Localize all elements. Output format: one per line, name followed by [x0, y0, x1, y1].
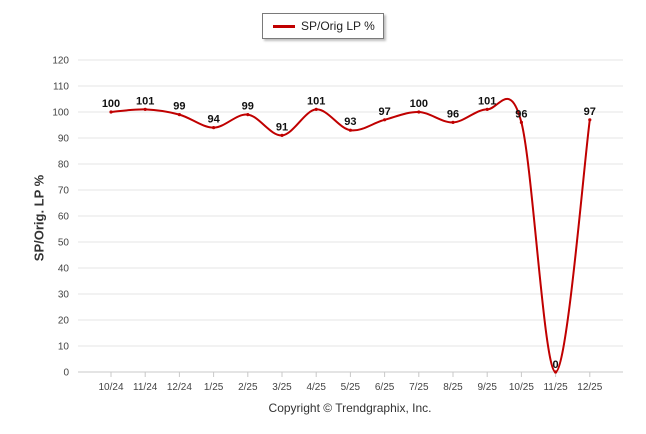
- y-tick-label: 0: [63, 368, 69, 379]
- data-label: 94: [207, 114, 220, 126]
- x-tick-label: 10/25: [509, 382, 534, 393]
- data-point: [280, 133, 284, 137]
- data-point: [519, 120, 524, 124]
- data-label: 101: [478, 95, 496, 107]
- legend-label: SP/Orig LP %: [301, 19, 375, 33]
- data-point: [212, 126, 216, 130]
- data-point: [314, 107, 318, 111]
- data-point: [451, 120, 455, 124]
- legend-swatch: [273, 25, 295, 28]
- y-tick-label: 20: [58, 316, 70, 327]
- data-label: 100: [102, 98, 120, 110]
- data-label: 96: [515, 108, 527, 120]
- x-tick-label: 6/25: [375, 382, 395, 393]
- data-point: [554, 370, 558, 374]
- data-label: 101: [136, 95, 154, 107]
- series-line: [110, 97, 591, 374]
- y-tick-label: 100: [52, 108, 69, 119]
- data-point: [109, 110, 113, 114]
- y-tick-label: 120: [52, 56, 69, 67]
- x-tick-label: 10/24: [98, 382, 123, 393]
- data-point: [348, 128, 352, 132]
- data-label: 97: [584, 106, 596, 118]
- x-tick-label: 3/25: [272, 382, 292, 393]
- data-point: [143, 107, 147, 111]
- data-label: 91: [276, 121, 288, 133]
- y-tick-label: 10: [58, 342, 70, 353]
- data-label: 99: [242, 101, 254, 113]
- data-point: [383, 118, 387, 122]
- data-point: [246, 113, 250, 117]
- x-tick-label: 2/25: [238, 382, 258, 393]
- y-tick-label: 50: [58, 238, 70, 249]
- y-tick-label: 90: [58, 134, 70, 145]
- x-tick-label: 8/25: [443, 382, 463, 393]
- x-tick-label: 7/25: [409, 382, 429, 393]
- data-label: 101: [307, 95, 325, 107]
- x-tick-label: 4/25: [306, 382, 326, 393]
- data-label: 100: [410, 98, 428, 110]
- data-point: [177, 113, 181, 117]
- x-tick-label: 11/24: [133, 382, 158, 393]
- data-label: 96: [447, 108, 459, 120]
- copyright-credit: Copyright © Trendgraphix, Inc.: [268, 401, 432, 415]
- data-point: [588, 118, 592, 122]
- y-tick-label: 70: [58, 186, 70, 197]
- x-tick-label: 5/25: [341, 382, 361, 393]
- legend: SP/Orig LP %: [262, 13, 384, 39]
- y-tick-label: 60: [58, 212, 70, 223]
- y-tick-label: 40: [58, 264, 70, 275]
- x-tick-label: 11/25: [543, 382, 568, 393]
- data-label: 99: [173, 101, 185, 113]
- y-tick-label: 110: [53, 82, 69, 93]
- x-tick-label: 9/25: [477, 382, 497, 393]
- x-tick-label: 12/25: [577, 382, 602, 393]
- data-label: 93: [344, 116, 356, 128]
- y-tick-label: 80: [58, 160, 70, 171]
- data-point: [417, 110, 421, 114]
- data-label: 97: [378, 106, 390, 118]
- x-tick-label: 1/25: [204, 382, 224, 393]
- x-tick-label: 12/24: [167, 382, 192, 393]
- y-tick-label: 30: [58, 290, 70, 301]
- data-point: [485, 107, 489, 111]
- data-label: 0: [553, 359, 559, 371]
- y-axis-label: SP/Orig. LP %: [31, 174, 47, 262]
